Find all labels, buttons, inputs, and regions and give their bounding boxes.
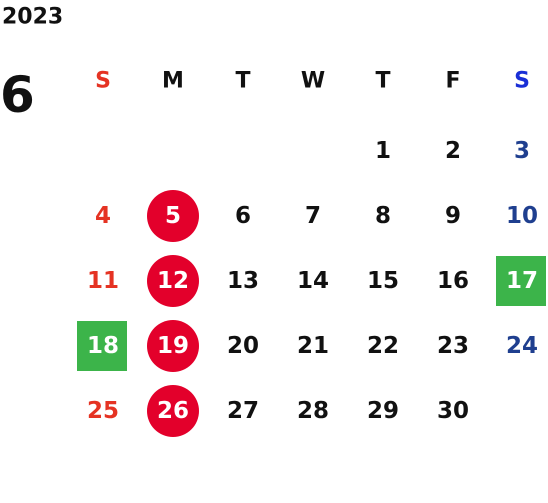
day-number: 12: [157, 268, 189, 294]
day-number: 24: [506, 333, 538, 359]
day-number: 25: [87, 398, 119, 424]
day-number: 18: [87, 333, 119, 359]
day-number: 3: [514, 138, 530, 164]
day-number: 28: [297, 398, 329, 424]
highlight-box: [496, 256, 546, 306]
day-number: 1: [375, 138, 391, 164]
day-number: 29: [367, 398, 399, 424]
holiday-circle: [147, 190, 199, 242]
month: 6: [0, 66, 35, 124]
day-number: 5: [165, 203, 181, 229]
day-number: 11: [87, 268, 119, 294]
day-number: 16: [437, 268, 469, 294]
weekday-label: T: [235, 69, 250, 94]
day-number: 9: [445, 203, 461, 229]
day-number: 23: [437, 333, 469, 359]
holiday-circle: [147, 255, 199, 307]
day-number: 20: [227, 333, 259, 359]
day-number: 6: [235, 203, 251, 229]
day-number: 13: [227, 268, 259, 294]
day-number: 2: [445, 138, 461, 164]
weekday-label: T: [375, 69, 390, 94]
weekday-label: S: [95, 69, 111, 94]
day-number: 7: [305, 203, 321, 229]
day-number: 17: [506, 268, 538, 294]
highlight-box: [77, 321, 127, 371]
day-number: 14: [297, 268, 329, 294]
day-number: 15: [367, 268, 399, 294]
weekday-label: S: [514, 69, 530, 94]
weekday-label: W: [301, 69, 325, 94]
day-number: 26: [157, 398, 189, 424]
year: 2023: [2, 5, 63, 30]
day-number: 4: [95, 203, 111, 229]
day-number: 27: [227, 398, 259, 424]
day-number: 19: [157, 333, 189, 359]
day-number: 22: [367, 333, 399, 359]
holiday-circle: [147, 320, 199, 372]
day-number: 8: [375, 203, 391, 229]
day-number: 30: [437, 398, 469, 424]
holiday-circle: [147, 385, 199, 437]
day-number: 10: [506, 203, 538, 229]
day-number: 21: [297, 333, 329, 359]
weekday-label: F: [445, 69, 460, 94]
weekday-label: M: [162, 69, 184, 94]
